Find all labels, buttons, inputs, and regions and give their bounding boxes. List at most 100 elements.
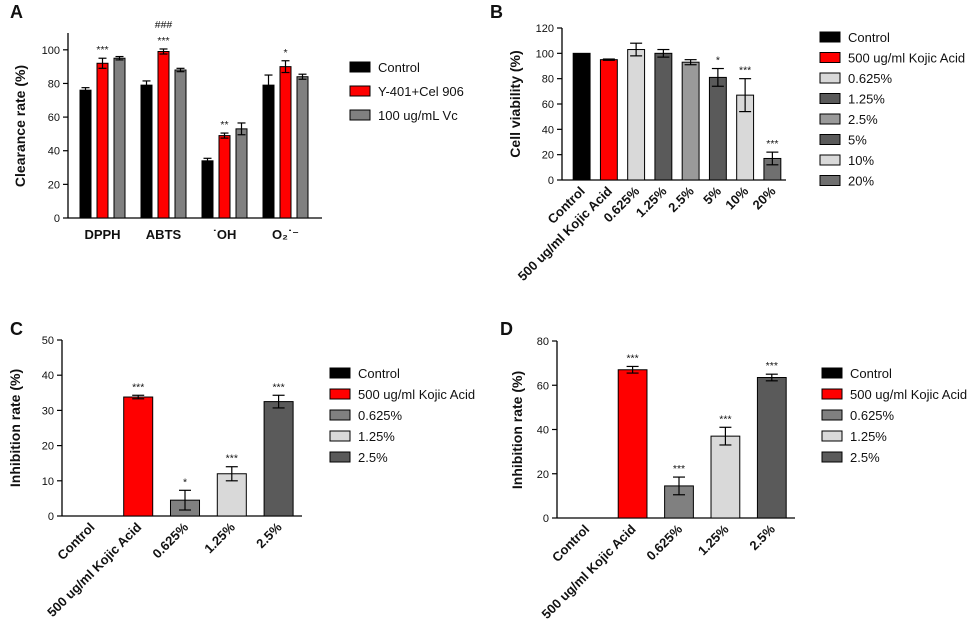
x-category-label: DPPH	[84, 227, 120, 242]
legend-label: 2.5%	[848, 112, 878, 127]
y-tick-label: 40	[537, 425, 549, 437]
bar	[123, 396, 154, 517]
legend-swatch	[821, 388, 843, 400]
legend-swatch	[349, 61, 371, 73]
legend-swatch	[819, 113, 841, 125]
x-category-label: ˙OH	[213, 227, 237, 242]
legend-swatch	[349, 109, 371, 121]
legend-label: 1.25%	[850, 429, 887, 444]
legend-label: 500 ug/ml Kojic Acid	[850, 387, 967, 402]
y-axis-title: Cell viability (%)	[507, 50, 523, 157]
x-category-label: ABTS	[146, 227, 182, 242]
legend-swatch	[329, 367, 351, 379]
x-category-label: 0.625%	[643, 521, 685, 563]
legend-swatch	[819, 175, 841, 186]
bar	[756, 377, 787, 519]
bar	[79, 89, 92, 219]
y-tick-label: 0	[543, 513, 549, 525]
significance-label: ***	[96, 44, 108, 56]
bar	[96, 62, 109, 219]
x-category-label: 2.5%	[665, 183, 697, 215]
bar	[174, 69, 187, 219]
legend-label: 20%	[848, 174, 874, 189]
legend-swatch	[329, 430, 351, 442]
y-tick-label: 0	[48, 511, 54, 523]
significance-label: ***	[766, 138, 778, 150]
x-category-label: Control	[549, 522, 592, 565]
x-category-label: 5%	[700, 183, 724, 207]
significance-label: ***	[673, 463, 685, 475]
bar	[279, 66, 292, 219]
significance-label: ***	[719, 413, 731, 425]
legend-swatch	[819, 134, 841, 145]
x-category-label: O₂˙⁻	[272, 227, 299, 242]
y-tick-label: 0	[548, 175, 554, 187]
legend-label: 0.625%	[850, 408, 895, 423]
significance-label: ***	[157, 35, 169, 47]
bar	[113, 57, 126, 219]
legend-label: 2.5%	[850, 450, 880, 465]
panel-label: B	[490, 2, 503, 22]
y-tick-label: 40	[542, 124, 554, 136]
bar	[599, 59, 618, 181]
y-tick-label: 40	[42, 370, 54, 382]
y-tick-label: 120	[536, 23, 554, 35]
legend-label: 500 ug/ml Kojic Acid	[358, 387, 475, 402]
y-tick-label: 10	[42, 476, 54, 488]
significance-label: ***	[272, 381, 284, 393]
significance-label: *	[716, 55, 720, 67]
x-category-label: 0.625%	[149, 519, 191, 561]
y-tick-label: 60	[542, 99, 554, 111]
x-category-label: 1.25%	[633, 183, 670, 220]
bar	[627, 49, 646, 181]
legend-label: Control	[848, 30, 890, 45]
y-tick-label: 20	[42, 441, 54, 453]
bar	[708, 76, 727, 181]
bar	[263, 401, 294, 517]
significance-label: ***	[766, 360, 778, 372]
significance-label: ***	[226, 453, 238, 465]
y-tick-label: 20	[48, 179, 60, 191]
legend-label: 1.25%	[848, 92, 885, 107]
x-category-label: 1.25%	[201, 519, 238, 556]
significance-label: ***	[626, 352, 638, 364]
legend-swatch	[821, 451, 843, 463]
legend-label: Control	[358, 366, 400, 381]
legend-swatch	[819, 72, 841, 84]
panel-label: D	[500, 319, 513, 339]
bar	[617, 369, 648, 519]
panel-b-chart: 0 20 40 60 80 100 120 Cell viability (%) B Contro…	[490, 2, 965, 284]
panel-a-chart: 0 20 40 60 80 100 Clearance rate (%) A DPPH ABTS ˙…	[10, 2, 464, 242]
legend-swatch	[329, 388, 351, 400]
legend-swatch	[819, 93, 841, 104]
panel-label: C	[10, 319, 23, 339]
bar	[296, 76, 309, 219]
legend-label: 500 ug/ml Kojic Acid	[848, 51, 965, 66]
y-tick-label: 60	[48, 112, 60, 124]
legend-label: 10%	[848, 153, 874, 168]
panel-d-chart: 0 20 40 60 80 Inhibition rate (%) D Control *** 5…	[500, 319, 967, 622]
legend-label: Y-401+Cel 906	[378, 84, 464, 99]
x-category-label: 500 ug/ml Kojic Acid	[539, 521, 639, 621]
legend-swatch	[819, 52, 841, 63]
significance-label: ***	[132, 381, 144, 393]
bar	[571, 517, 601, 518]
bar	[710, 435, 741, 519]
legend-label: 1.25%	[358, 429, 395, 444]
legend-label: 2.5%	[358, 450, 388, 465]
significance-label: *	[283, 47, 287, 59]
legend-swatch	[329, 409, 351, 421]
bar	[681, 61, 700, 181]
legend-swatch	[819, 31, 841, 43]
legend-label: Control	[850, 366, 892, 381]
bar	[157, 51, 170, 219]
legend-label: Control	[378, 60, 420, 75]
y-tick-label: 80	[542, 74, 554, 86]
legend-label: 100 ug/mL Vc	[378, 108, 458, 123]
legend-label: 5%	[848, 133, 867, 148]
y-tick-label: 30	[42, 405, 54, 417]
x-category-label: 2.5%	[253, 519, 285, 551]
y-tick-label: 50	[42, 335, 54, 347]
legend-swatch	[821, 367, 843, 379]
